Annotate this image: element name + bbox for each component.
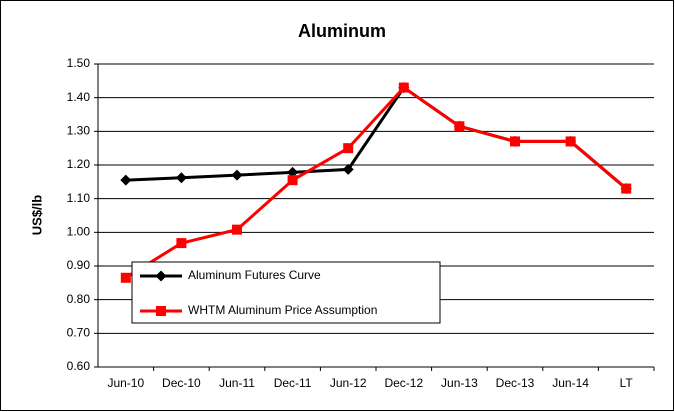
x-tick-label: Jun-13 <box>441 376 478 390</box>
x-tick-label: Jun-12 <box>330 376 367 390</box>
x-tick-label: Jun-10 <box>107 376 144 390</box>
x-tick-label: Jun-14 <box>552 376 589 390</box>
legend-label: Aluminum Futures Curve <box>188 268 321 282</box>
x-tick-label: Dec-10 <box>162 376 201 390</box>
y-tick-label: 1.50 <box>67 56 91 70</box>
point-marker <box>621 183 632 194</box>
y-tick-label: 1.10 <box>67 191 91 205</box>
point-marker <box>565 136 576 147</box>
point-marker <box>287 175 298 186</box>
legend-label: WHTM Aluminum Price Assumption <box>188 303 377 317</box>
point-marker <box>176 238 187 249</box>
point-marker <box>232 224 242 235</box>
legend-marker <box>156 306 166 316</box>
point-marker <box>343 143 354 154</box>
legend-box <box>131 261 441 324</box>
y-tick-label: 0.70 <box>67 326 91 340</box>
point-marker <box>231 169 243 181</box>
chart-title: Aluminum <box>298 21 386 41</box>
point-marker <box>342 163 354 175</box>
point-marker <box>454 121 465 132</box>
point-marker <box>398 82 409 93</box>
x-tick-label: Dec-12 <box>384 376 423 390</box>
series-line <box>125 85 628 280</box>
legend-marker <box>155 270 167 282</box>
point-marker <box>120 174 132 186</box>
y-tick-label: 1.00 <box>67 225 91 239</box>
y-tick-label: 0.90 <box>67 258 91 272</box>
x-tick-label: Dec-11 <box>274 376 312 390</box>
point-marker <box>120 272 131 283</box>
point-marker <box>510 136 520 147</box>
y-axis-label: US$/lb <box>29 195 44 236</box>
y-tick-label: 1.30 <box>67 124 91 138</box>
y-tick-label: 0.80 <box>67 292 91 306</box>
x-tick-label: Dec-13 <box>496 376 535 390</box>
y-tick-label: 0.60 <box>67 359 91 373</box>
x-tick-label: LT <box>620 376 634 390</box>
point-marker <box>175 172 187 184</box>
x-tick-label: Jun-11 <box>219 376 255 390</box>
y-tick-label: 1.20 <box>67 157 91 171</box>
y-tick-label: 1.40 <box>67 90 91 104</box>
